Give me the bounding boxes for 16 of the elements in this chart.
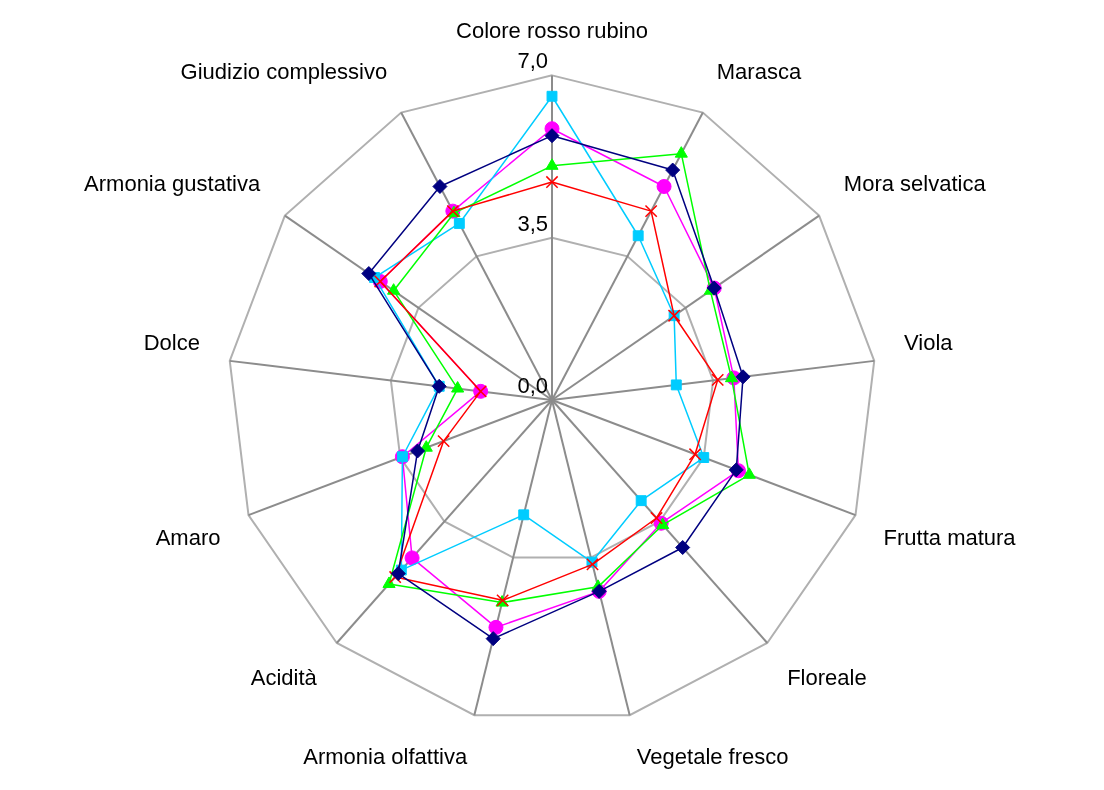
spoke-label: Marasca xyxy=(716,58,802,84)
spoke-label: Frutta matura xyxy=(883,525,1017,551)
y-tick-label: 3,5 xyxy=(517,210,548,236)
spoke-label: Acidità xyxy=(250,664,318,690)
y-tick-label: 0,0 xyxy=(517,373,548,399)
y-tick-label: 7,0 xyxy=(517,48,548,74)
spoke-label: Amaro xyxy=(155,525,221,551)
spoke-label: Vegetale fresco xyxy=(636,743,789,769)
spoke-label: Mora selvatica xyxy=(843,171,987,197)
spoke-label: Dolce xyxy=(143,330,200,356)
spoke-label: Viola xyxy=(904,330,954,356)
spoke-label: Giudizio complessivo xyxy=(180,58,388,84)
spoke-label: Floreale xyxy=(787,664,867,690)
spoke-label: Colore rosso rubino xyxy=(456,18,648,44)
spoke-label: Armonia gustativa xyxy=(84,171,261,197)
spoke-label: Armonia olfattiva xyxy=(303,743,468,769)
